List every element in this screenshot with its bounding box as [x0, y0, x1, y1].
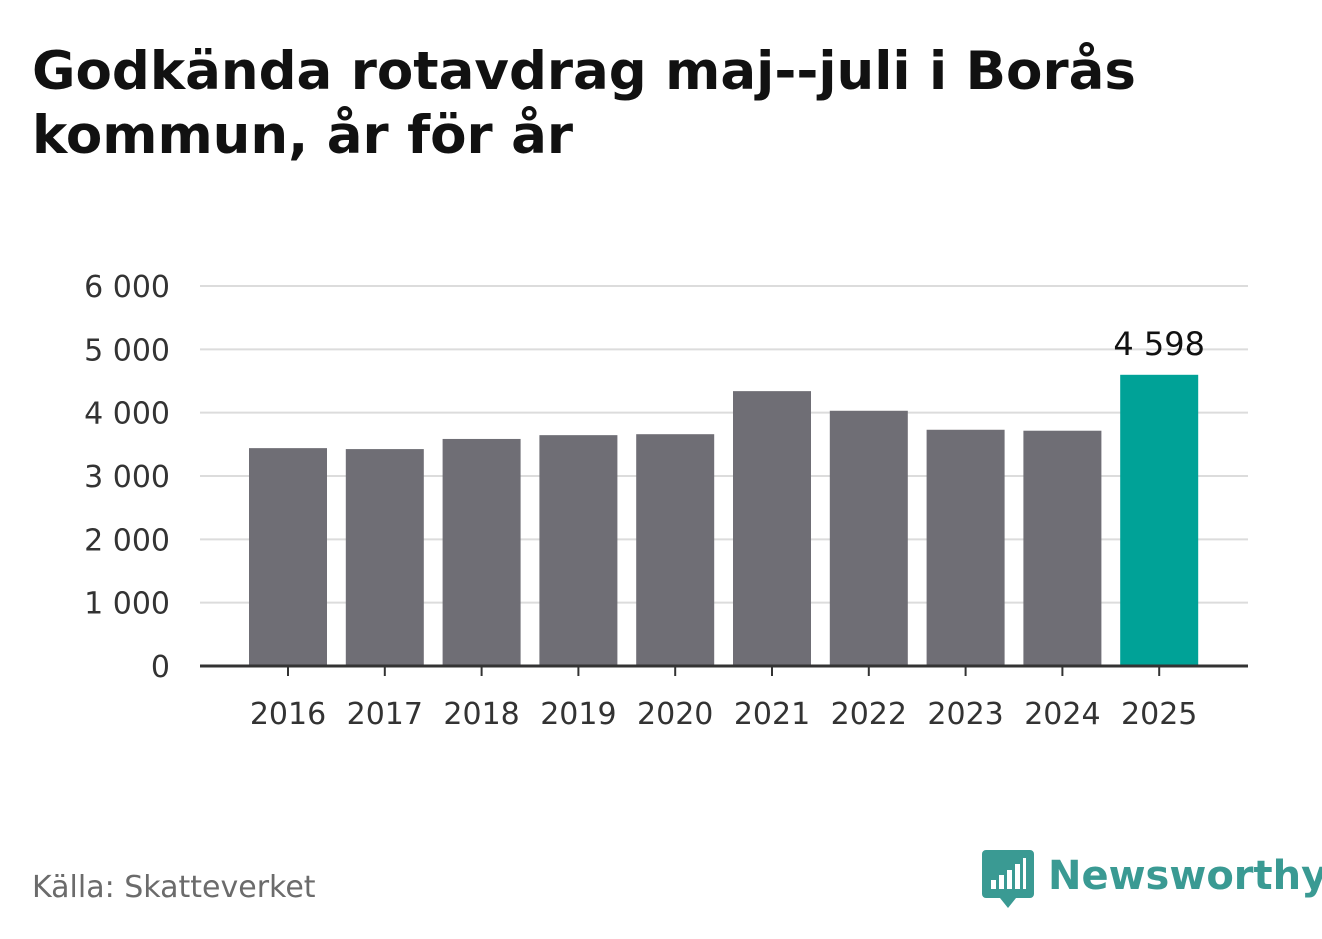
- x-tick-label: 2019: [540, 697, 616, 732]
- x-tick-label: 2016: [250, 697, 326, 732]
- x-tick-labels: 2016 2017 2018 2019 2020 2021 2022 2023 2024 2025: [200, 664, 1248, 732]
- bar-2021: [733, 391, 811, 666]
- bars: [249, 374, 1199, 666]
- x-tick-label: 2020: [637, 697, 713, 732]
- logo-text: Newsworthy: [1048, 853, 1322, 899]
- data-labels: 4 598: [1113, 325, 1205, 363]
- bar-2023: [926, 429, 1005, 666]
- y-tick-label: 6 000: [84, 270, 170, 305]
- x-tick-label: 2025: [1121, 697, 1197, 732]
- y-tick-label: 3 000: [84, 460, 170, 495]
- bar-2025: [1120, 374, 1199, 666]
- y-tick-label: 5 000: [84, 333, 170, 368]
- bar-2024: [1023, 430, 1102, 666]
- y-tick-label: 0: [151, 650, 170, 685]
- bar-2020: [636, 434, 715, 666]
- x-tick-label: 2022: [831, 697, 907, 732]
- bar-2022: [829, 410, 908, 666]
- x-tick-label: 2018: [443, 697, 519, 732]
- bar-chart-speech-bubble-icon: [982, 850, 1034, 908]
- y-tick-labels: 0 1 000 2 000 3 000 4 000 5 000 6 000: [84, 270, 170, 685]
- y-tick-label: 1 000: [84, 587, 170, 622]
- source-note: Källa: Skatteverket: [32, 870, 316, 905]
- bar-2017: [345, 449, 424, 666]
- bar-2019: [539, 435, 618, 666]
- bar-chart: 0 1 000 2 000 3 000 4 000 5 000 6 000 2016 2017…: [84, 270, 1248, 732]
- data-label: 4 598: [1113, 325, 1205, 363]
- x-tick-label: 2017: [347, 697, 423, 732]
- x-tick-label: 2024: [1024, 697, 1100, 732]
- x-tick-label: 2021: [734, 697, 810, 732]
- y-tick-label: 2 000: [84, 523, 170, 558]
- bar-2016: [249, 448, 327, 666]
- x-tick-label: 2023: [927, 697, 1003, 732]
- bar-2018: [442, 438, 521, 666]
- newsworthy-logo: Newsworthy: [982, 850, 1322, 912]
- chart-title: Godkända rotavdrag maj--juli i Borås kom…: [32, 41, 1136, 166]
- y-tick-label: 4 000: [84, 397, 170, 432]
